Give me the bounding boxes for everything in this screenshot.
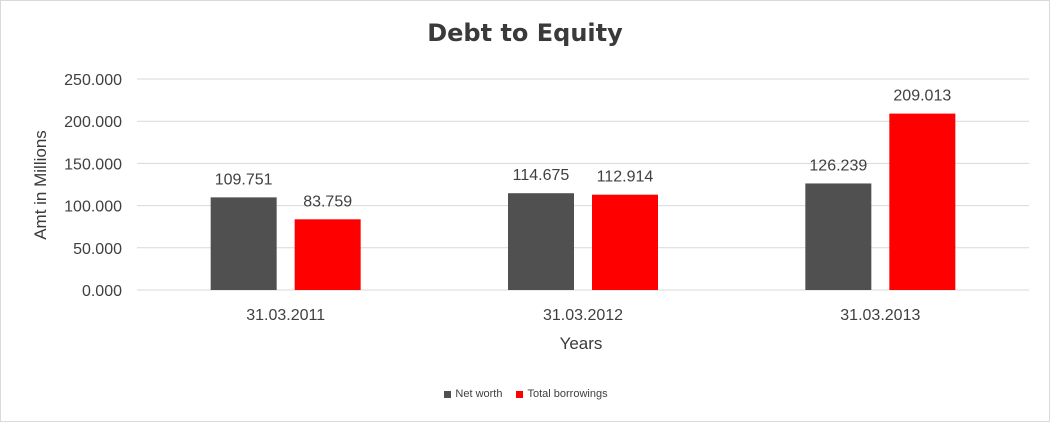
legend-swatch-total-borrowings — [516, 390, 524, 398]
bar — [592, 194, 658, 290]
legend-item-total-borrowings: Total borrowings — [516, 388, 608, 400]
data-label: 209.013 — [893, 88, 951, 105]
data-label: 83.759 — [303, 193, 352, 210]
data-label: 126.239 — [809, 157, 867, 174]
y-tick-label: 50.000 — [73, 241, 122, 258]
legend-label-net-worth: Net worth — [455, 388, 503, 400]
bar — [889, 113, 956, 291]
x-tick-label: 31.03.2013 — [840, 307, 920, 324]
bar — [210, 197, 277, 290]
legend-label-total-borrowings: Total borrowings — [527, 388, 608, 400]
chart-title: Debt to Equity — [427, 19, 623, 47]
x-tick-label: 31.03.2012 — [543, 307, 623, 324]
y-tick-label: 250.000 — [64, 72, 122, 89]
legend: Net worth Total borrowings — [1, 388, 1050, 400]
legend-item-net-worth: Net worth — [444, 388, 502, 400]
x-tick-label: 31.03.2011 — [246, 307, 325, 324]
data-label: 109.751 — [215, 171, 273, 188]
y-tick-label: 150.000 — [64, 156, 122, 173]
data-label: 112.914 — [597, 169, 654, 186]
y-tick-label: 200.000 — [64, 114, 122, 131]
legend-swatch-net-worth — [444, 390, 452, 398]
bar — [294, 219, 361, 290]
data-label: 114.675 — [513, 167, 570, 184]
x-axis-label: Years — [559, 334, 603, 353]
bar — [805, 183, 872, 290]
y-tick-label: 100.000 — [64, 199, 122, 216]
y-tick-label: 0.000 — [82, 283, 122, 300]
bar — [508, 193, 574, 290]
